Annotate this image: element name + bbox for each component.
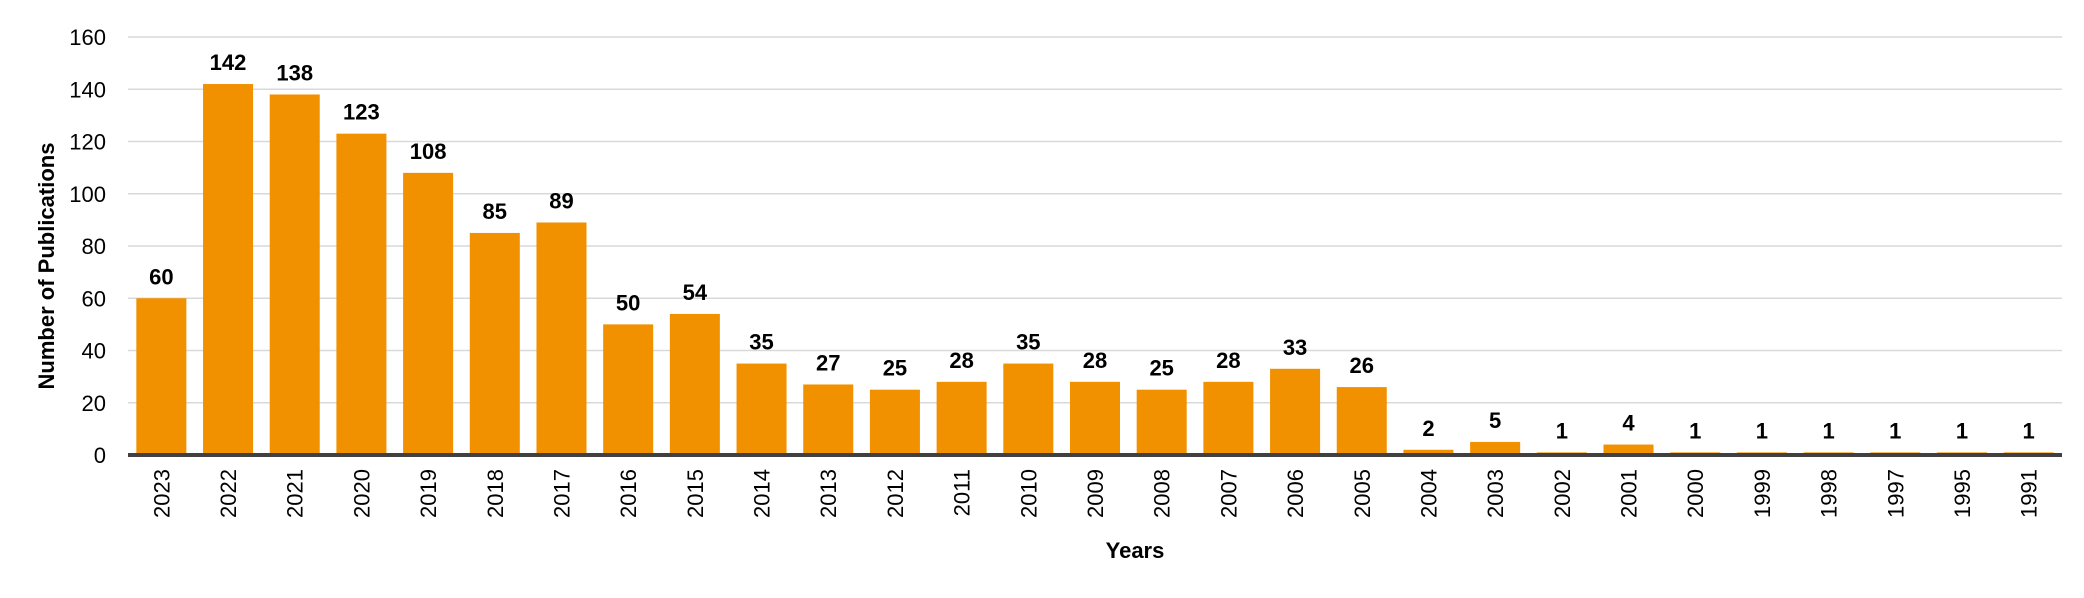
bar: [1069, 381, 1121, 455]
x-tick-label: 2022: [216, 469, 241, 518]
x-tick-label: 1995: [1950, 469, 1975, 518]
x-tick-label: 2014: [750, 469, 775, 518]
bar: [1203, 381, 1254, 455]
data-label: 25: [1149, 356, 1173, 381]
bar: [269, 94, 320, 455]
x-tick-label: 2015: [683, 469, 708, 518]
data-label: 35: [749, 330, 773, 355]
x-tick-label: 1991: [2017, 469, 2042, 518]
x-tick-label: 2019: [416, 469, 441, 518]
data-label: 35: [1016, 330, 1040, 355]
bar: [1003, 363, 1054, 455]
x-tick-label: 2009: [1083, 469, 1108, 518]
bar: [136, 298, 187, 455]
x-tick-labels: 2023 2022 2021 2020 2019 2018 2017 2016 2015 2014…: [149, 469, 2041, 518]
bar: [403, 172, 454, 455]
y-tick-label: 80: [82, 234, 106, 259]
bar: [203, 84, 254, 456]
x-tick-label: 1997: [1883, 469, 1908, 518]
x-tick-label: 2003: [1483, 469, 1508, 518]
data-label: 28: [1216, 348, 1240, 373]
data-label: 2: [1422, 416, 1434, 441]
data-label: 1: [1556, 418, 1568, 443]
data-label: 1: [1689, 418, 1701, 443]
x-tick-label: 2013: [816, 469, 841, 518]
x-tick-label: 2017: [549, 469, 574, 518]
data-label: 50: [616, 290, 640, 315]
x-tick-label: 2008: [1150, 469, 1175, 518]
y-tick-label: 140: [69, 77, 106, 102]
y-tick-label: 0: [94, 443, 106, 468]
y-tick-labels: 0 20 40 60 80 100 120 140 160: [69, 25, 106, 468]
data-label: 1: [1756, 418, 1768, 443]
x-tick-label: 2002: [1550, 469, 1575, 518]
y-axis-title: Number of Publications: [34, 143, 59, 390]
data-label: 89: [549, 188, 573, 213]
data-label: 4: [1622, 411, 1635, 436]
y-tick-label: 40: [82, 339, 106, 364]
x-tick-label: 2000: [1683, 469, 1708, 518]
x-tick-label: 2011: [950, 469, 975, 516]
data-label: 138: [276, 60, 313, 85]
data-label: 1: [1822, 418, 1834, 443]
x-tick-label: 2023: [149, 469, 174, 518]
x-tick-label: 2021: [283, 469, 308, 518]
bars: [136, 84, 2054, 456]
data-label: 33: [1283, 335, 1307, 360]
x-tick-label: 1998: [1817, 469, 1842, 518]
x-tick-label: 2012: [883, 469, 908, 518]
bar: [1336, 387, 1387, 455]
data-label: 123: [343, 100, 380, 125]
bar: [803, 384, 854, 455]
bar: [869, 389, 920, 455]
bar: [1270, 368, 1321, 455]
y-tick-label: 20: [82, 391, 106, 416]
data-label: 28: [1083, 348, 1107, 373]
bar: [669, 313, 720, 455]
bar: [1470, 441, 1521, 455]
x-tick-label: 2010: [1016, 469, 1041, 518]
data-label: 26: [1350, 353, 1374, 378]
data-label: 54: [683, 280, 708, 305]
x-tick-label: 2004: [1416, 469, 1441, 518]
x-tick-label: 1999: [1750, 469, 1775, 518]
bar: [603, 324, 654, 455]
bar: [1403, 449, 1454, 455]
data-label: 27: [816, 350, 840, 375]
x-tick-label: 2018: [483, 469, 508, 518]
data-label: 85: [483, 199, 507, 224]
x-tick-label: 2005: [1350, 469, 1375, 518]
bar: [736, 363, 787, 455]
bar: [469, 232, 520, 455]
data-label: 25: [883, 356, 907, 381]
x-tick-label: 2007: [1216, 469, 1241, 518]
y-tick-label: 60: [82, 286, 106, 311]
data-label: 60: [149, 264, 173, 289]
bar: [1603, 444, 1654, 455]
y-tick-label: 100: [69, 182, 106, 207]
x-axis-title: Years: [1106, 538, 1165, 563]
bar: [336, 133, 387, 455]
data-label: 142: [210, 50, 247, 75]
x-tick-label: 2001: [1617, 469, 1642, 518]
bar: [1136, 389, 1187, 455]
x-tick-label: 2020: [349, 469, 374, 518]
data-label: 1: [2023, 418, 2035, 443]
data-label: 28: [949, 348, 973, 373]
bar: [536, 222, 587, 455]
data-label: 108: [410, 139, 447, 164]
x-tick-label: 2006: [1283, 469, 1308, 518]
y-tick-label: 120: [69, 130, 106, 155]
bar: [936, 381, 987, 455]
y-tick-label: 160: [69, 25, 106, 50]
data-label: 5: [1489, 408, 1501, 433]
x-tick-label: 2016: [616, 469, 641, 518]
data-label: 1: [1956, 418, 1968, 443]
data-label: 1: [1889, 418, 1901, 443]
